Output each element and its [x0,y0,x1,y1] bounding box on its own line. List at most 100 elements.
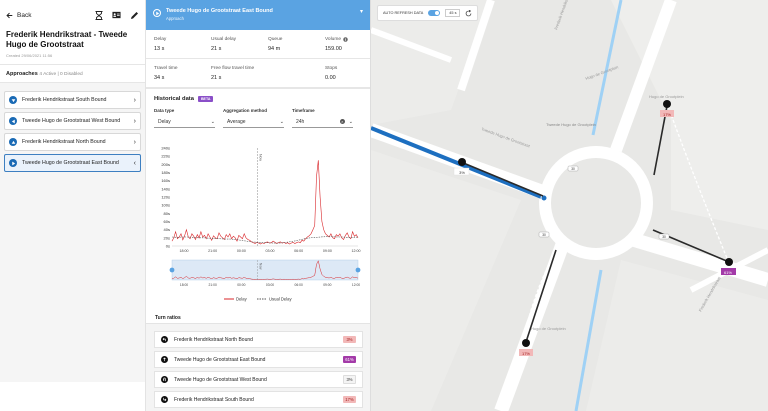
turn-left-icon [161,336,168,343]
y-tick-label: 40s [164,227,170,232]
legend-usual-label: Usual Delay [269,297,292,302]
select-label: Timeframe [292,108,315,113]
timeframe-select[interactable]: Timeframe 24h × ⌄ [292,108,353,128]
speed-sign: 30 [662,235,666,239]
approach-title: Tweede Hugo de Grootstraat East Bound [166,8,273,14]
approach-item-frederik-south[interactable]: Frederik Hendrikstraat South Bound › [4,91,141,109]
y-tick-label: 200s [161,162,170,167]
turn-ratio-badge: 3% [343,375,356,384]
location-toolbar: Back [0,0,145,30]
marker-north [663,100,671,108]
speed-sign: 30 [571,167,575,171]
stat-label: Usual delay [211,37,237,42]
street-label: Hugo de Grootplein [649,94,684,99]
approach-item-frederik-north[interactable]: Frederik Hendrikstraat North Bound › [4,133,141,151]
range-handle-right[interactable] [355,267,361,273]
hourglass-icon[interactable] [94,10,103,20]
turn-item-tweede-east: Tweede Hugo de Grootstraat East Bound 61… [154,351,363,368]
approach-label: Tweede Hugo de Grootstraat East Bound [22,160,119,166]
stat-label: Stops [325,66,338,71]
approach-list: Frederik Hendrikstraat South Bound › Twe… [0,82,145,382]
navigator-tick-label: 09:00 [323,283,331,287]
turn-ratio-list: Frederik Hendrikstraat North Bound 3% Tw… [146,323,370,411]
x-tick-label: 21:00 [208,249,217,253]
location-title: Frederik Hendrikstraat - Tweede Hugo de … [6,30,128,49]
info-icon[interactable] [343,37,348,42]
map-canvas[interactable]: 3% 17% 61% 17% 30 30 30 Tweede Hugo de G… [371,0,768,411]
stat-label: Volume [325,37,341,42]
auto-refresh-toggle[interactable] [428,10,441,16]
stat-free-flow: Free flow travel time 21 s [203,59,317,88]
y-tick-label: 60s [164,219,170,224]
created-date: Created 29/06/2021 11:56 [6,53,53,58]
approach-item-tweede-west[interactable]: Tweede Hugo de Grootstraat West Bound › [4,112,141,130]
stat-value: 13 s [154,46,165,52]
turn-ratio-badge: 3% [343,336,356,343]
navigator-tick-label: 18:00 [180,283,188,287]
turn-label: Frederik Hendrikstraat South Bound [174,396,254,403]
back-label: Back [17,11,32,19]
approach-subtitle: Approach [166,16,184,21]
id-card-icon[interactable] [112,11,121,20]
approach-label: Frederik Hendrikstraat North Bound [22,139,106,145]
legend-delay-label: Delay [236,297,248,302]
refresh-icon[interactable] [465,9,472,17]
pencil-icon[interactable] [130,11,139,20]
usual-delay-series-line [171,236,359,244]
turn-label: Frederik Hendrikstraat North Bound [174,336,253,343]
clear-icon[interactable]: × [339,119,345,124]
turn-right-icon [161,396,168,403]
arrow-left-icon [6,12,13,18]
y-tick-label: 240s [161,146,170,151]
marker-west [458,158,466,166]
stat-label: Delay [154,37,167,42]
street-label: Hugo de Grootplein [585,64,619,81]
direction-east-icon [9,159,17,167]
y-tick-label: 160s [161,178,170,183]
speed-sign: 30 [542,233,546,237]
select-value: Delay [158,118,171,125]
approach-label: Tweede Hugo de Grootstraat West Bound [22,118,121,124]
stat-queue: Queue 94 m [260,30,317,59]
y-tick-label: 20s [164,235,170,240]
map-view[interactable]: 3% 17% 61% 17% 30 30 30 Tweede Hugo de G… [371,0,768,411]
select-label: Data type [154,108,175,113]
turn-item-tweede-west: Tweede Hugo de Grootstraat West Bound 3% [154,371,363,388]
u-turn-icon [161,376,168,383]
x-tick-label: 18:00 [180,249,189,253]
stat-stops: Stops 0.00 [317,59,370,88]
marker-east [725,258,733,266]
chevron-right-icon: › [133,96,136,104]
map-badge-north: 17% [663,112,671,117]
chevron-right-icon: › [133,117,136,125]
refresh-interval[interactable]: 45 s [445,9,461,17]
location-panel: Back Frederik Hendrikstraat - Tweede Hug… [0,0,146,411]
navigator-tick-label: 21:00 [209,283,217,287]
data-type-select[interactable]: Data type Delay ⌄ [154,108,215,128]
navigator-tick-label: 03:00 [266,283,274,287]
y-tick-label: 180s [161,170,170,175]
chevron-down-icon[interactable]: ▾ [359,9,363,15]
historical-header: Historical data BETA [146,89,370,102]
stat-value: 34 s [154,75,165,81]
y-tick-label: 120s [161,195,170,200]
stat-label: Free flow travel time [211,66,255,71]
approach-header: Tweede Hugo de Grootstraat East Bound Ap… [146,0,370,30]
x-tick-label: 03:00 [266,249,275,253]
now-label: Now [259,154,263,161]
stats-grid: Delay 13 s Usual delay 21 s Queue 94 m Volu… [146,30,370,89]
approach-label: Frederik Hendrikstraat South Bound [22,97,107,103]
aggregation-select[interactable]: Aggregation method Average ⌄ [223,108,284,128]
stat-label: Queue [268,37,283,42]
back-button[interactable]: Back [6,12,31,19]
approaches-label: Approaches [6,71,38,77]
navigator-tick-label: 06:00 [295,283,303,287]
stat-label: Travel time [154,66,178,71]
select-value: 24h [296,118,305,125]
stat-delay: Delay 13 s [146,30,203,59]
approach-item-tweede-east[interactable]: Tweede Hugo de Grootstraat East Bound ‹ [4,154,141,172]
stat-usual-delay: Usual delay 21 s [203,30,260,59]
range-navigator [171,259,359,281]
range-handle-left[interactable] [169,267,175,273]
navigator-series-line [171,260,359,280]
